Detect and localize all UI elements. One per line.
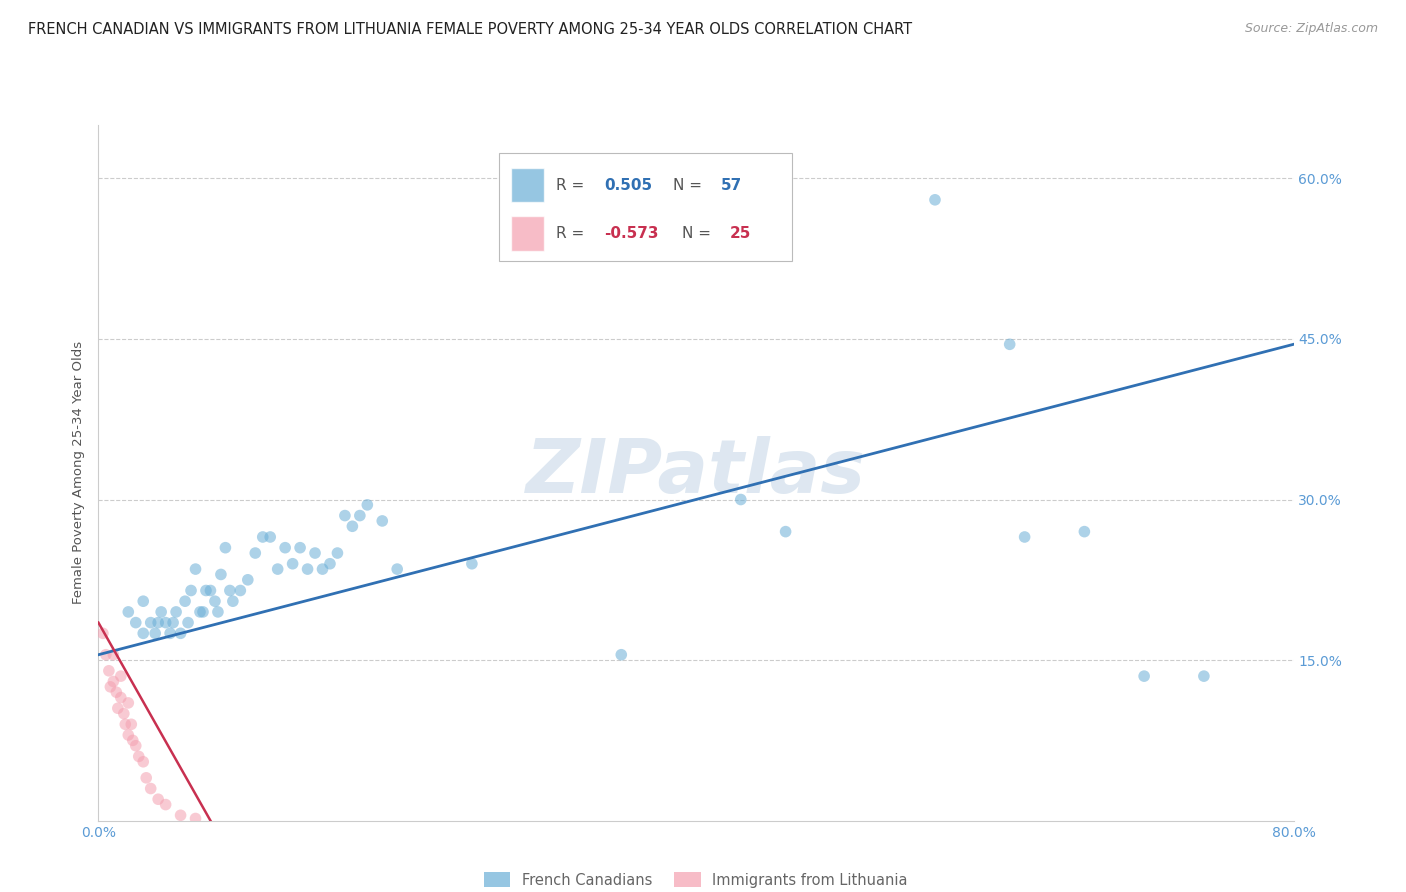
Point [180,583,202,598]
Legend: French Canadians, Immigrants from Lithuania: French Canadians, Immigrants from Lithua… [478,866,914,892]
Point [188,605,211,619]
Text: R =: R = [557,226,589,241]
Point [311,562,333,576]
Point [1073,524,1095,539]
Point [139,615,162,630]
Point [107,701,129,715]
Point [274,541,297,555]
Point [252,530,274,544]
Point [1133,669,1156,683]
Text: 25: 25 [730,226,751,241]
Point [159,626,181,640]
Point [319,557,342,571]
Point [191,605,214,619]
Point [155,615,177,630]
Point [110,669,132,683]
Point [162,615,184,630]
Point [103,674,125,689]
Point [135,771,157,785]
Point [117,728,139,742]
Point [297,562,319,576]
Point [148,792,170,806]
Point [169,808,191,822]
Point [385,562,409,576]
Point [730,492,752,507]
Point [222,594,245,608]
Point [125,739,148,753]
Point [326,546,349,560]
FancyBboxPatch shape [510,168,544,202]
Point [165,605,187,619]
Point [148,615,170,630]
Point [132,594,155,608]
Point [245,546,267,560]
Point [304,546,326,560]
Point [209,567,232,582]
Point [128,749,150,764]
Point [125,615,148,630]
Y-axis label: Female Poverty Among 25-34 Year Olds: Female Poverty Among 25-34 Year Olds [72,342,86,604]
Text: Source: ZipAtlas.com: Source: ZipAtlas.com [1244,22,1378,36]
Point [139,781,162,796]
Point [349,508,371,523]
Text: N =: N = [673,178,707,193]
Point [94,648,117,662]
Point [169,626,191,640]
Point [155,797,177,812]
Point [207,605,229,619]
FancyBboxPatch shape [510,216,544,251]
Point [112,706,135,721]
Point [132,755,155,769]
Point [371,514,394,528]
Point [91,626,114,640]
Point [219,583,242,598]
Text: R =: R = [557,178,589,193]
Point [132,626,155,640]
Point [117,696,139,710]
Point [100,680,122,694]
Text: ZIPatlas: ZIPatlas [526,436,866,509]
Point [117,605,139,619]
Text: 0.505: 0.505 [605,178,652,193]
Text: -0.573: -0.573 [605,226,658,241]
Point [143,626,166,640]
FancyBboxPatch shape [499,153,792,260]
Point [333,508,356,523]
Point [998,337,1021,351]
Text: N =: N = [682,226,716,241]
Point [356,498,378,512]
Point [924,193,946,207]
Point [174,594,197,608]
Point [1014,530,1036,544]
Point [105,685,128,699]
Point [150,605,173,619]
Point [110,690,132,705]
Point [259,530,281,544]
Point [177,615,200,630]
Point [114,717,136,731]
Point [288,541,311,555]
Point [97,664,120,678]
Point [461,557,484,571]
Point [229,583,252,598]
Point [267,562,290,576]
Point [342,519,364,533]
Point [184,812,207,826]
Point [120,717,142,731]
Point [610,648,633,662]
Point [236,573,259,587]
Text: 57: 57 [721,178,742,193]
Point [214,541,236,555]
Point [184,562,207,576]
Point [204,594,226,608]
Text: FRENCH CANADIAN VS IMMIGRANTS FROM LITHUANIA FEMALE POVERTY AMONG 25-34 YEAR OLD: FRENCH CANADIAN VS IMMIGRANTS FROM LITHU… [28,22,912,37]
Point [775,524,797,539]
Point [103,648,125,662]
Point [281,557,304,571]
Point [121,733,143,747]
Point [195,583,218,598]
Point [200,583,222,598]
Point [1192,669,1215,683]
